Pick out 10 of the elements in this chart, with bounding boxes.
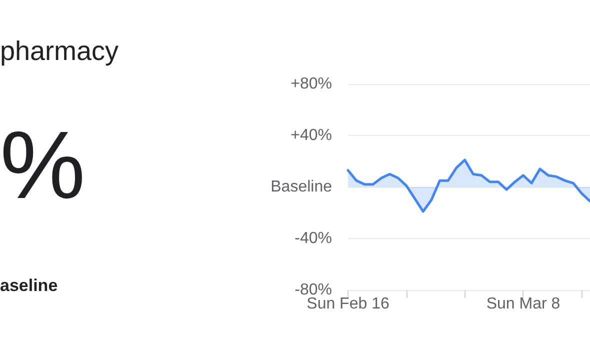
text: pharmacy <box>0 36 119 67</box>
y-tick-label: -80% <box>294 282 332 298</box>
text: % <box>0 112 86 219</box>
y-tick-label: +40% <box>290 127 332 144</box>
y-tick-label: Baseline <box>270 178 332 196</box>
text: aseline <box>0 276 58 296</box>
x-tick-label: Sun Feb 16 <box>306 296 390 312</box>
x-tick-label: Sun Mar 8 <box>486 296 560 312</box>
y-tick-label: -40% <box>294 230 332 247</box>
y-tick-label: +80% <box>290 76 332 92</box>
